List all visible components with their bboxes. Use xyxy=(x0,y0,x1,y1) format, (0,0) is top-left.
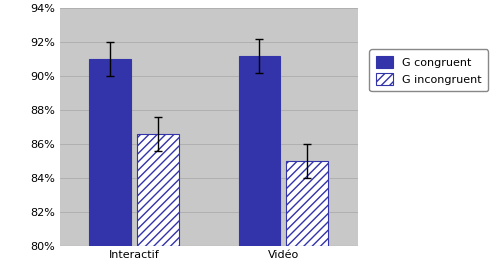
Bar xyxy=(89,59,131,246)
Legend: G congruent, G incongruent: G congruent, G incongruent xyxy=(369,49,488,91)
Bar xyxy=(137,134,179,246)
Bar xyxy=(286,161,328,246)
Bar xyxy=(239,56,280,246)
